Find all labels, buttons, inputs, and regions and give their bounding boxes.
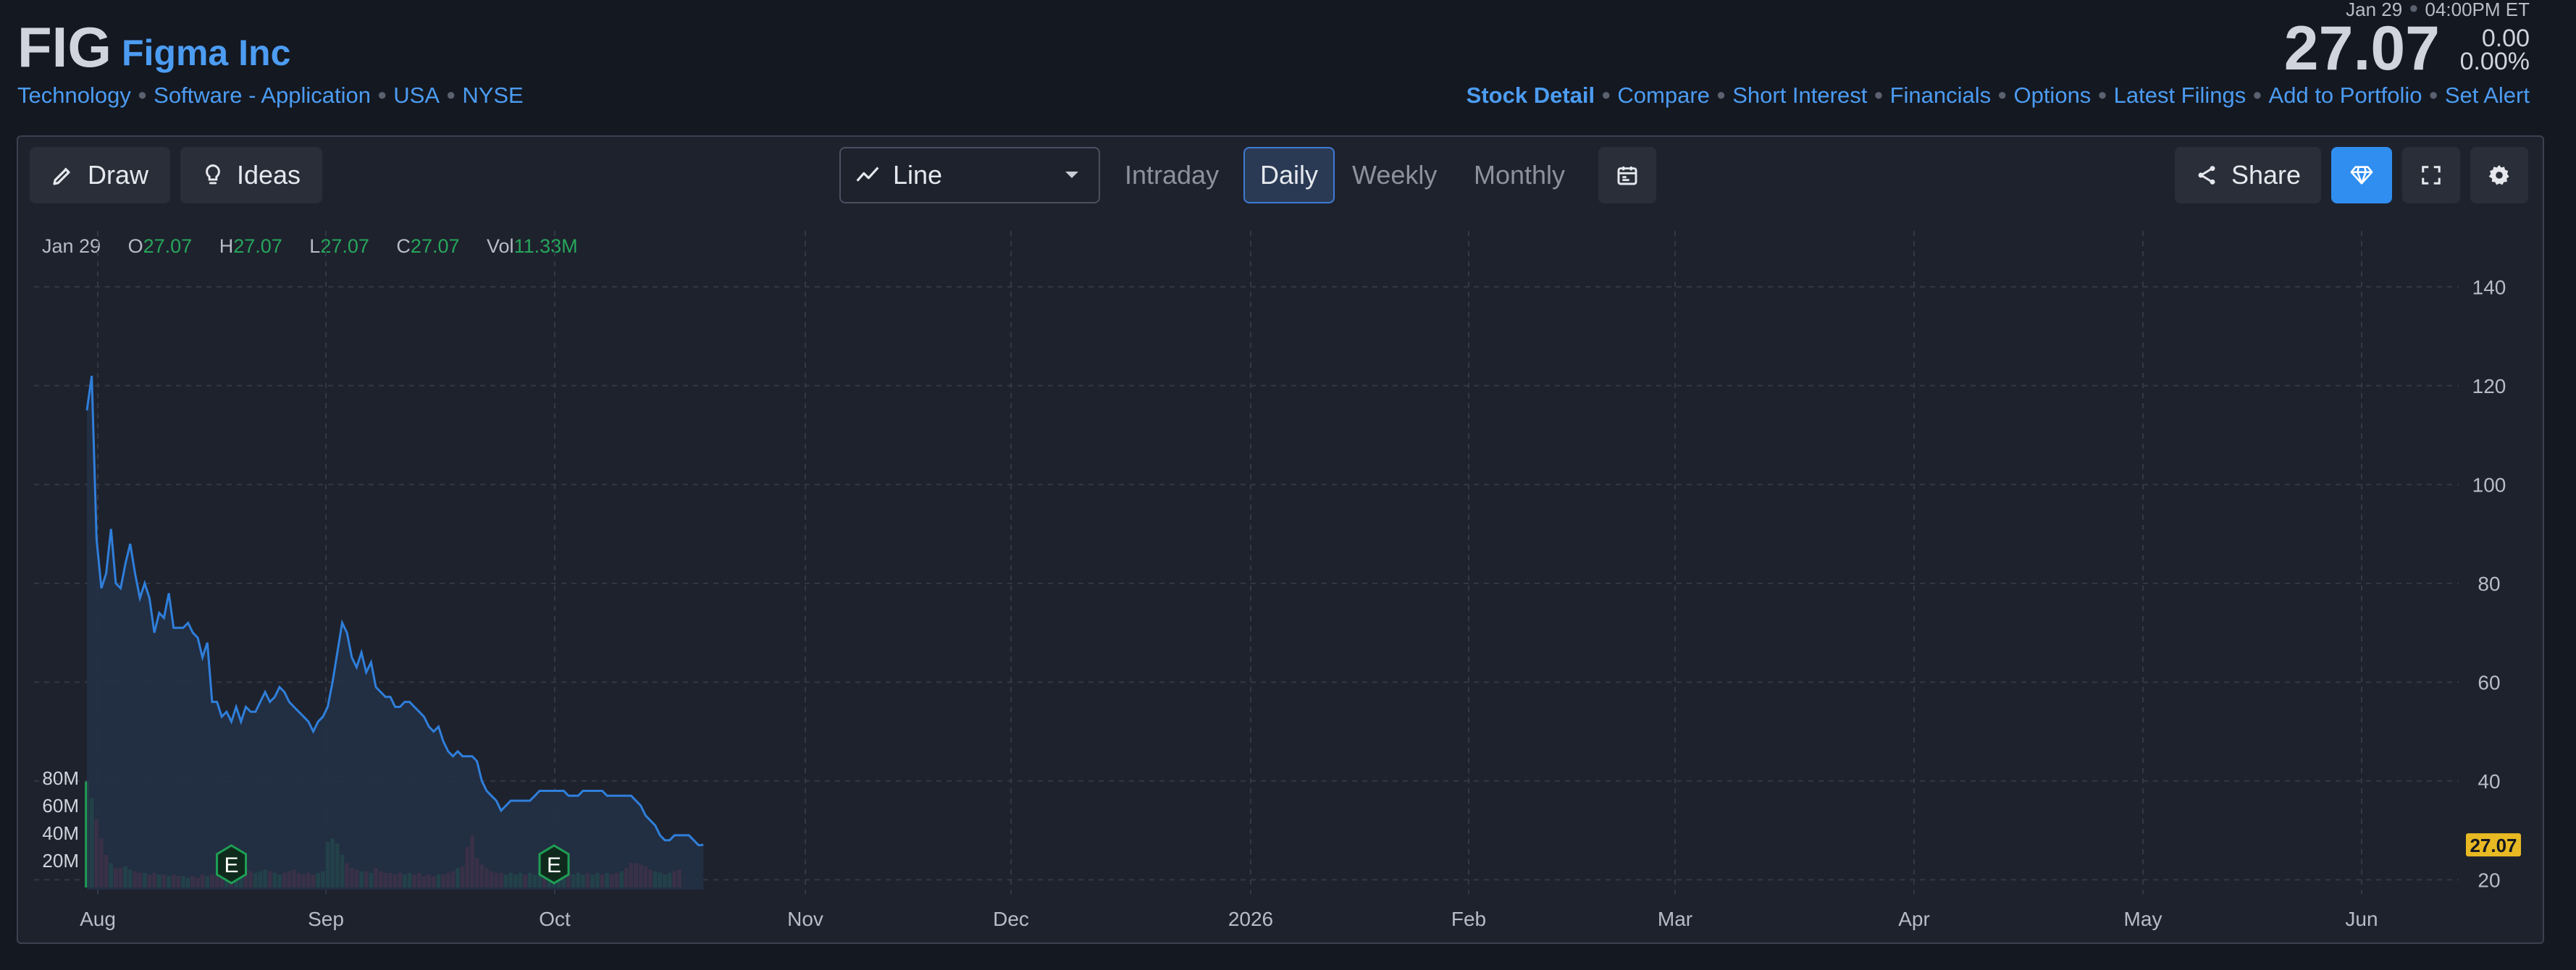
low-value: 27.07 — [320, 235, 369, 257]
x-tick-label: Oct — [539, 908, 571, 930]
share-button[interactable]: Share — [2175, 147, 2321, 203]
chevron-down-icon — [1065, 172, 1078, 178]
chart-type-select[interactable]: Line — [839, 147, 1100, 203]
chart-type-label: Line — [893, 160, 943, 190]
company-name-link[interactable]: Figma Inc — [122, 33, 291, 73]
volume-tick-label: 60M — [42, 795, 79, 817]
nav-latest-filings[interactable]: Latest Filings — [2113, 83, 2246, 108]
x-tick-label: Aug — [80, 908, 116, 930]
diamond-icon — [2350, 166, 2373, 185]
timeframe-weekly[interactable]: Weekly — [1352, 160, 1438, 190]
low-label: L — [309, 235, 321, 257]
earnings-label: E — [224, 853, 238, 877]
last-price: 27.07 — [2283, 14, 2440, 83]
nav-add-to-portfolio[interactable]: Add to Portfolio — [2268, 83, 2422, 108]
close-label: C — [396, 235, 411, 257]
x-tick-label: Feb — [1451, 908, 1486, 930]
close-value: 27.07 — [410, 235, 460, 257]
timeframe-intraday[interactable]: Intraday — [1125, 160, 1220, 190]
earnings-marker — [216, 844, 247, 885]
sector-link[interactable]: Technology — [17, 83, 131, 108]
lightbulb-icon — [206, 164, 220, 185]
draw-button[interactable]: Draw — [30, 147, 170, 203]
pencil-icon — [53, 167, 70, 185]
percent-sign: % — [2507, 48, 2530, 75]
ticker-symbol: FIG — [17, 15, 112, 79]
x-tick-label: Nov — [787, 908, 823, 930]
timeframe-daily[interactable]: Daily — [1243, 147, 1335, 203]
x-tick-label: Mar — [1658, 908, 1692, 930]
country-link[interactable]: USA — [393, 83, 440, 108]
x-tick-label: Jun — [2345, 908, 2378, 930]
chart-panel: Draw Ideas Line Intraday Daily Weekly Mo… — [17, 135, 2544, 944]
open-value: 27.07 — [143, 235, 193, 257]
y-tick-label: 120 — [2472, 375, 2506, 397]
x-tick-label: Sep — [308, 908, 344, 930]
timeframe-monthly[interactable]: Monthly — [1474, 160, 1566, 190]
volume-tick-label: 40M — [42, 822, 79, 844]
open-label: O — [127, 235, 143, 257]
price-area — [87, 376, 704, 890]
share-label: Share — [2231, 160, 2302, 190]
nav-options[interactable]: Options — [2013, 83, 2092, 108]
y-tick-label: 100 — [2472, 473, 2506, 496]
high-value: 27.07 — [233, 235, 282, 257]
date-range-button[interactable] — [1598, 147, 1656, 203]
quote-date: Jan 29 — [2346, 0, 2403, 20]
x-tick-label: 2026 — [1228, 908, 1273, 930]
nav-compare[interactable]: Compare — [1617, 83, 1710, 108]
last-price-tag-label: 27.07 — [2470, 835, 2517, 856]
earnings-label: E — [547, 853, 561, 877]
y-tick-label: 60 — [2478, 671, 2500, 693]
nav-financials[interactable]: Financials — [1889, 83, 1992, 108]
quote-timestamp: Jan 29 ● 04:00PM ET — [2346, 0, 2530, 20]
price-change: 0.00 — [2481, 25, 2530, 52]
x-tick-label: Dec — [993, 908, 1029, 930]
earnings-marker — [538, 844, 570, 885]
ideas-label: Ideas — [236, 160, 301, 190]
gear-icon — [2488, 165, 2509, 185]
elite-button[interactable] — [2331, 147, 2392, 203]
company-tags: Technology ● Software - Application ● USA ● NY… — [17, 83, 524, 108]
calendar-icon — [1617, 166, 1637, 185]
y-tick-label: 20 — [2478, 869, 2500, 891]
exchange-link[interactable]: NYSE — [462, 83, 524, 108]
volume-value: 11.33M — [513, 235, 578, 257]
industry-link[interactable]: Software - Application — [154, 83, 371, 108]
x-tick-label: May — [2124, 908, 2162, 930]
percent-value: 0.00 — [2459, 48, 2508, 75]
stock-nav: Stock Detail ● Compare ● Short Interest ● Fina… — [1466, 83, 2530, 108]
nav-short-interest[interactable]: Short Interest — [1732, 83, 1868, 108]
quote-time: 04:00PM ET — [2425, 0, 2530, 20]
price-change-percent: 0.00% — [2460, 49, 2530, 74]
share-icon — [2198, 166, 2215, 185]
ohlc-legend: Jan 29 O27.07 H27.07 L27.07 C27.07 Vol11… — [42, 235, 578, 258]
y-tick-label: 140 — [2472, 276, 2506, 298]
draw-label: Draw — [87, 160, 148, 190]
y-tick-label: 80 — [2478, 573, 2500, 595]
price-chart[interactable]: 20 40 60 80 100 120 140 Aug Sep Oct Nov Dec 2026 Feb M… — [18, 137, 2543, 942]
line-chart-icon — [856, 166, 879, 182]
settings-button[interactable] — [2470, 147, 2528, 203]
fullscreen-button[interactable] — [2402, 147, 2460, 203]
nav-set-alert[interactable]: Set Alert — [2444, 83, 2530, 108]
volume-tick-label: 20M — [42, 850, 79, 872]
high-label: H — [219, 235, 234, 257]
price-line — [85, 375, 704, 847]
x-tick-label: Apr — [1898, 908, 1930, 930]
volume-label: Vol — [487, 235, 514, 257]
nav-stock-detail[interactable]: Stock Detail — [1466, 83, 1595, 108]
y-tick-label: 40 — [2478, 770, 2500, 793]
last-price-tag — [2466, 833, 2521, 857]
ohlc-date: Jan 29 — [42, 235, 101, 257]
fullscreen-icon — [2422, 166, 2441, 185]
ideas-button[interactable]: Ideas — [180, 147, 322, 203]
volume-tick-label: 80M — [42, 767, 79, 789]
